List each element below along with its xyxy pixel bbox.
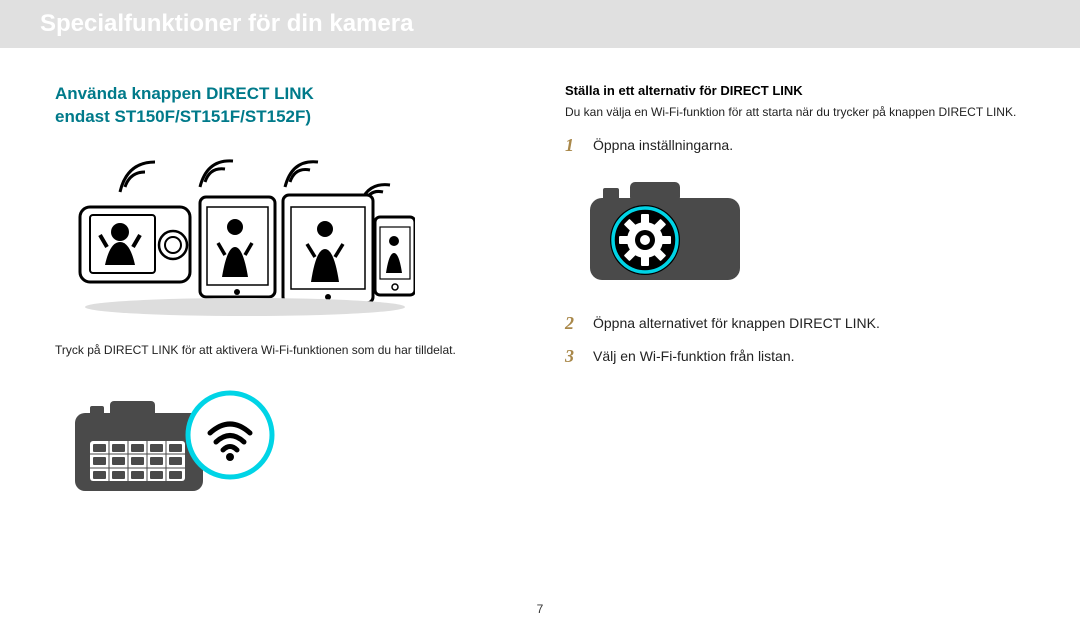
step-row: 3 Välj en Wi-Fi-funktion från listan. <box>565 346 1025 367</box>
step-number: 2 <box>565 313 593 334</box>
left-column: Använda knappen DIRECT LINK endast ST150… <box>55 83 515 508</box>
right-sub-heading: Ställa in ett alternativ för DIRECT LINK <box>565 83 1025 98</box>
left-heading-line1: Använda knappen DIRECT LINK <box>55 84 314 103</box>
step-text: Välj en Wi-Fi-funktion från listan. <box>593 346 795 364</box>
step-row: 2 Öppna alternativet för knappen DIRECT … <box>565 313 1025 334</box>
step-row: 1 Öppna inställningarna. <box>565 135 1025 156</box>
camera-settings-illustration <box>575 170 1025 295</box>
content-area: Använda knappen DIRECT LINK endast ST150… <box>0 48 1080 528</box>
page-title: Specialfunktioner för din kamera <box>40 10 413 38</box>
left-body: Tryck på DIRECT LINK för att aktivera Wi… <box>55 342 515 359</box>
devices-illustration <box>55 147 515 322</box>
left-heading-line2: endast ST150F/ST151F/ST152F) <box>55 107 311 126</box>
right-body: Du kan välja en Wi-Fi-funktion för att s… <box>565 104 1025 121</box>
left-heading: Använda knappen DIRECT LINK endast ST150… <box>55 83 515 129</box>
step-number: 3 <box>565 346 593 367</box>
step-text: Öppna inställningarna. <box>593 135 733 153</box>
step-text: Öppna alternativet för knappen DIRECT LI… <box>593 313 880 331</box>
header-bar: Specialfunktioner för din kamera <box>0 0 1080 48</box>
page-number: 7 <box>537 602 544 616</box>
right-column: Ställa in ett alternativ för DIRECT LINK… <box>565 83 1025 508</box>
camera-wifi-illustration <box>55 373 515 508</box>
step-number: 1 <box>565 135 593 156</box>
